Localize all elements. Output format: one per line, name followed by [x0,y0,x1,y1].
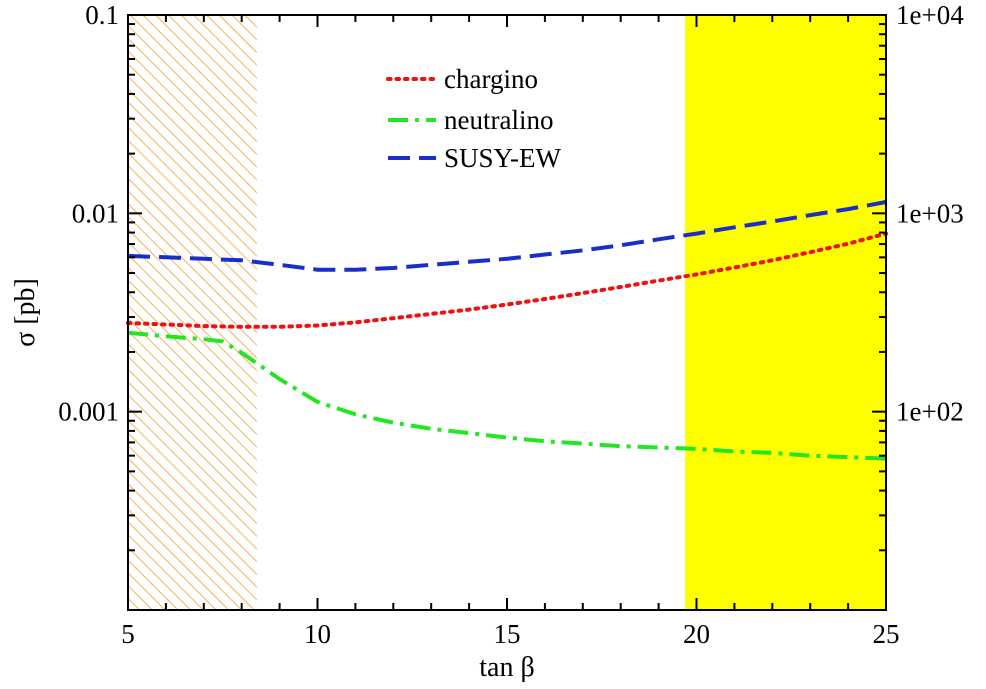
x-tick-label: 25 [873,619,900,649]
yellow-excluded-region [685,15,886,610]
x-tick-label: 15 [494,619,521,649]
series-line-chargino [126,231,888,329]
y2-tick-label: 1e+03 [896,198,964,228]
series-line-susy-ew [127,200,887,272]
x-axis-label: tan β [479,652,534,683]
x-tick-label: 10 [304,619,331,649]
shaded-regions [128,15,886,610]
axis-ticks [127,15,887,611]
x-tick-label: 20 [683,619,710,649]
y2-tick-label: 1e+02 [896,397,964,427]
hatched-excluded-region [128,15,257,610]
legend-label-susy-ew: SUSY-EW [444,143,562,173]
x-tick-label: 5 [121,619,135,649]
tick-labels: 5 10 15 20 25 0.1 0.01 0.001 1e+04 1e+03 1e+02 [58,0,964,649]
plot-frame [127,14,887,611]
y-tick-label: 0.01 [72,198,119,228]
legend-label-neutralino: neutralino [444,105,553,135]
y-tick-label: 0.001 [58,397,119,427]
legend-label-chargino: chargino [444,64,538,94]
y-tick-label: 0.1 [85,0,119,30]
y2-tick-label: 1e+04 [896,0,964,30]
legend: chargino neutralino SUSY-EW [386,64,562,173]
series-lines [126,200,888,461]
y-axis-label: σ [pb] [10,278,41,347]
series-line-neutralino [127,330,887,461]
